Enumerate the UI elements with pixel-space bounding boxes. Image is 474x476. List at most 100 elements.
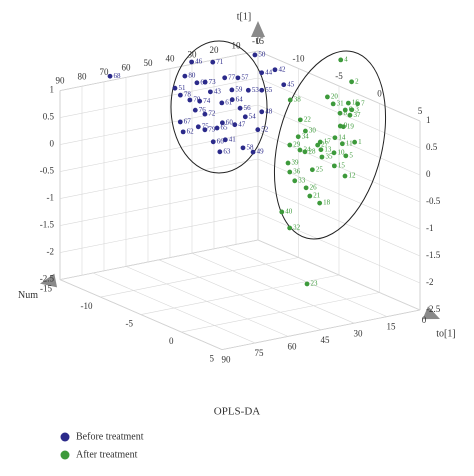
data-point	[255, 127, 261, 133]
y-tick-label: -1.5	[426, 250, 441, 260]
point-label: 65	[221, 124, 229, 132]
point-label: 32	[293, 224, 301, 232]
legend: Before treatment After treatment	[60, 431, 144, 460]
floor-grid	[59, 279, 223, 350]
data-point	[182, 73, 188, 79]
legend-swatch	[60, 450, 70, 460]
floor-grid	[125, 266, 289, 337]
x-tick-label: 5	[418, 106, 423, 116]
point-label: 62	[187, 127, 195, 135]
point-label: 33	[298, 176, 306, 184]
point-label: 41	[229, 135, 237, 143]
x-tick-label: -10	[81, 301, 93, 311]
data-point	[235, 75, 241, 81]
axis-arrow	[251, 21, 265, 37]
left-wall-grid	[59, 158, 259, 199]
data-point	[177, 119, 183, 125]
group-ellipse	[273, 50, 387, 240]
data-point	[180, 129, 186, 135]
point-label: 30	[309, 127, 317, 135]
y-tick-label: 1	[50, 85, 55, 95]
point-label: 17	[324, 138, 332, 146]
point-label: 24	[303, 146, 311, 154]
left-wall-grid	[59, 185, 259, 226]
data-point	[250, 149, 256, 155]
y-tick-label: -0.5	[426, 196, 441, 206]
point-label: 80	[188, 72, 196, 80]
point-label: 10	[338, 148, 346, 156]
data-point	[343, 153, 349, 159]
point-label: 49	[257, 148, 265, 156]
data-point	[330, 101, 336, 107]
z-tick-label: 30	[188, 49, 198, 59]
data-point	[331, 163, 337, 169]
data-point	[342, 107, 348, 113]
point-label: 50	[258, 51, 266, 59]
x-axis-label: to[1]	[436, 328, 455, 339]
point-label: 45	[287, 80, 295, 88]
z-tick-label: 15	[387, 322, 397, 332]
data-point	[240, 145, 246, 151]
point-label: 47	[238, 120, 246, 128]
point-label: 27	[321, 141, 329, 149]
y-tick-label: 0.5	[43, 112, 55, 122]
point-label: 78	[184, 91, 192, 99]
z-tick-label: 50	[144, 58, 154, 68]
y-tick-label: 1	[426, 115, 431, 125]
y-axis-label: t[1]	[237, 11, 251, 22]
data-point	[222, 137, 228, 143]
data-point	[172, 85, 178, 91]
y-tick-label: -2	[426, 277, 434, 287]
point-label: 48	[265, 107, 273, 115]
data-point	[197, 98, 203, 104]
data-point	[194, 80, 200, 86]
data-point	[303, 185, 309, 191]
x-tick-label: -15	[252, 36, 264, 46]
z-tick-label: 45	[321, 335, 331, 345]
legend-label: Before treatment	[76, 431, 144, 442]
y-tick-label: 0	[426, 169, 431, 179]
floor-grid	[257, 239, 421, 311]
point-label: 70	[193, 96, 201, 104]
legend-swatch	[60, 432, 70, 442]
point-label: 28	[308, 147, 316, 155]
point-label: 22	[304, 115, 312, 123]
point-label: 26	[310, 183, 318, 191]
data-point	[245, 87, 251, 93]
y-tick-label: -1	[47, 193, 55, 203]
point-label: 52	[261, 125, 269, 133]
point-label: 44	[265, 68, 273, 76]
floor-grid	[224, 246, 388, 317]
point-label: 2	[355, 77, 359, 85]
x-tick-label: 0	[377, 89, 382, 99]
data-point	[259, 87, 265, 93]
point-label: 63	[223, 147, 231, 155]
point-label: 74	[203, 97, 211, 105]
data-point	[210, 59, 216, 65]
point-label: 42	[278, 65, 286, 73]
data-point	[187, 97, 193, 103]
data-point	[347, 112, 353, 118]
point-label: 5	[349, 151, 353, 159]
point-label: 46	[195, 58, 203, 66]
y-tick-label: -1	[426, 223, 434, 233]
data-point	[303, 128, 308, 134]
point-label: 56	[244, 104, 252, 112]
data-point	[242, 114, 248, 120]
point-label: 31	[337, 100, 345, 108]
data-point	[202, 111, 208, 117]
x-tick-label: 0	[169, 336, 174, 346]
point-label: 61	[225, 99, 233, 107]
data-point	[349, 107, 355, 113]
data-point	[342, 173, 348, 179]
point-label: 25	[316, 165, 324, 173]
z-tick-label: 75	[255, 348, 265, 358]
legend-label: After treatment	[76, 449, 138, 460]
point-label: 75	[202, 122, 210, 130]
x-tick-label: -10	[293, 54, 305, 64]
point-label: 36	[293, 168, 301, 176]
left-wall-grid	[59, 77, 259, 118]
point-label: 23	[311, 280, 319, 288]
data-point	[259, 109, 265, 115]
z-tick-label: 20	[210, 45, 220, 55]
